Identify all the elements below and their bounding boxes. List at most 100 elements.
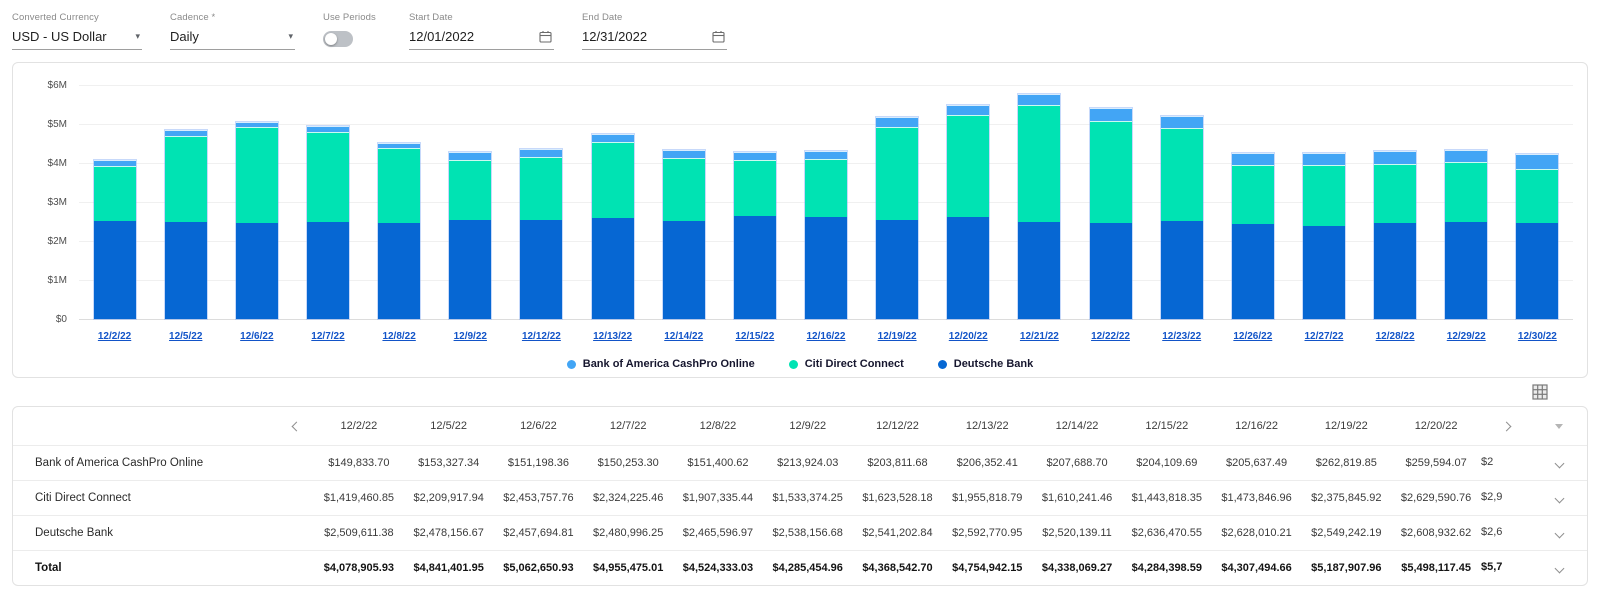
end-date-input[interactable]: 12/31/2022 (582, 27, 727, 50)
x-axis-date-link[interactable]: 12/16/22 (806, 331, 846, 342)
bar-segment[interactable] (306, 125, 349, 132)
bar-segment[interactable] (1302, 165, 1345, 226)
bar-segment[interactable] (1445, 149, 1488, 163)
bar-segment[interactable] (235, 127, 278, 224)
bar-segment[interactable] (947, 104, 990, 115)
bar-segment[interactable] (1374, 163, 1417, 223)
stacked-bar[interactable] (733, 151, 776, 319)
x-axis-date-link[interactable]: 12/5/22 (169, 331, 203, 342)
x-axis-date-link[interactable]: 12/9/22 (453, 331, 487, 342)
x-axis-date-link[interactable]: 12/14/22 (664, 331, 704, 342)
x-axis-date-link[interactable]: 12/23/22 (1162, 331, 1202, 342)
stacked-bar[interactable] (1445, 149, 1488, 319)
bar-segment[interactable] (733, 216, 776, 319)
x-axis-date-link[interactable]: 12/30/22 (1517, 331, 1557, 342)
bar-segment[interactable] (1089, 223, 1132, 319)
bar-segment[interactable] (804, 159, 847, 217)
row-expand-button[interactable] (1531, 481, 1587, 515)
bar-segment[interactable] (1018, 221, 1061, 319)
cadence-select[interactable]: Daily ▾ (170, 27, 295, 50)
bar-segment[interactable] (1160, 220, 1203, 319)
row-expand-button[interactable] (1531, 516, 1587, 550)
bar-segment[interactable] (591, 133, 634, 142)
bar-segment[interactable] (804, 151, 847, 160)
bar-segment[interactable] (1231, 152, 1274, 166)
bar-segment[interactable] (947, 217, 990, 319)
x-axis-date-link[interactable]: 12/19/22 (877, 331, 917, 342)
x-axis-date-link[interactable]: 12/26/22 (1233, 331, 1273, 342)
calendar-icon[interactable] (712, 30, 725, 43)
bar-segment[interactable] (93, 159, 136, 166)
bar-segment[interactable] (1302, 225, 1345, 319)
bar-segment[interactable] (93, 221, 136, 319)
x-axis-date-link[interactable]: 12/29/22 (1446, 331, 1486, 342)
bar-segment[interactable] (1302, 152, 1345, 166)
x-axis-date-link[interactable]: 12/27/22 (1304, 331, 1344, 342)
stacked-bar[interactable] (1018, 93, 1061, 319)
stacked-bar[interactable] (449, 151, 492, 319)
start-date-input[interactable]: 12/01/2022 (409, 27, 554, 50)
columns-dropdown-button[interactable] (1531, 407, 1587, 445)
bar-segment[interactable] (733, 151, 776, 160)
bar-segment[interactable] (449, 151, 492, 161)
bar-segment[interactable] (520, 219, 563, 319)
bar-segment[interactable] (1089, 121, 1132, 224)
bar-segment[interactable] (1516, 168, 1559, 224)
bar-segment[interactable] (876, 116, 919, 127)
bar-segment[interactable] (1231, 223, 1274, 319)
x-axis-date-link[interactable]: 12/7/22 (311, 331, 345, 342)
stacked-bar[interactable] (1231, 152, 1274, 319)
bar-segment[interactable] (164, 222, 207, 319)
stacked-bar[interactable] (378, 142, 421, 319)
x-axis-date-link[interactable]: 12/15/22 (735, 331, 775, 342)
stacked-bar[interactable] (1089, 108, 1132, 319)
bar-segment[interactable] (1374, 222, 1417, 319)
bar-segment[interactable] (378, 222, 421, 319)
stacked-bar[interactable] (520, 148, 563, 319)
bar-segment[interactable] (1516, 154, 1559, 169)
use-periods-toggle[interactable] (323, 31, 353, 47)
stacked-bar[interactable] (1302, 152, 1345, 319)
bar-segment[interactable] (306, 131, 349, 223)
x-axis-date-link[interactable]: 12/21/22 (1019, 331, 1059, 342)
x-axis-date-link[interactable]: 12/12/22 (521, 331, 561, 342)
bar-segment[interactable] (306, 222, 349, 319)
stacked-bar[interactable] (947, 104, 990, 319)
bar-segment[interactable] (1160, 127, 1203, 221)
bar-segment[interactable] (662, 220, 705, 319)
x-axis-date-link[interactable]: 12/8/22 (382, 331, 416, 342)
stacked-bar[interactable] (876, 116, 919, 319)
x-axis-date-link[interactable]: 12/6/22 (240, 331, 274, 342)
x-axis-date-link[interactable]: 12/20/22 (948, 331, 988, 342)
x-axis-date-link[interactable]: 12/22/22 (1091, 331, 1130, 342)
bar-segment[interactable] (1516, 223, 1559, 319)
bar-segment[interactable] (449, 160, 492, 221)
bar-segment[interactable] (378, 148, 421, 223)
row-expand-button[interactable] (1531, 446, 1587, 480)
bar-segment[interactable] (520, 148, 563, 157)
bar-segment[interactable] (93, 165, 136, 222)
x-axis-date-link[interactable]: 12/28/22 (1375, 331, 1415, 342)
stacked-bar[interactable] (1160, 116, 1203, 319)
bar-segment[interactable] (662, 157, 705, 221)
converted-currency-select[interactable]: USD - US Dollar ▾ (12, 27, 142, 50)
stacked-bar[interactable] (804, 151, 847, 319)
stacked-bar[interactable] (1374, 150, 1417, 319)
stacked-bar[interactable] (235, 121, 278, 319)
bar-segment[interactable] (662, 149, 705, 158)
bar-segment[interactable] (164, 136, 207, 223)
grid-view-icon[interactable] (1532, 384, 1548, 402)
row-expand-button[interactable] (1531, 551, 1587, 585)
bar-segment[interactable] (804, 216, 847, 319)
calendar-icon[interactable] (539, 30, 552, 43)
bar-segment[interactable] (1018, 93, 1061, 105)
bar-segment[interactable] (1445, 221, 1488, 319)
bar-segment[interactable] (378, 142, 421, 149)
stacked-bar[interactable] (306, 125, 349, 319)
bar-segment[interactable] (733, 159, 776, 217)
bar-segment[interactable] (1160, 116, 1203, 128)
stacked-bar[interactable] (591, 133, 634, 319)
bar-segment[interactable] (876, 219, 919, 319)
bar-segment[interactable] (947, 114, 990, 218)
bar-segment[interactable] (1018, 104, 1061, 222)
